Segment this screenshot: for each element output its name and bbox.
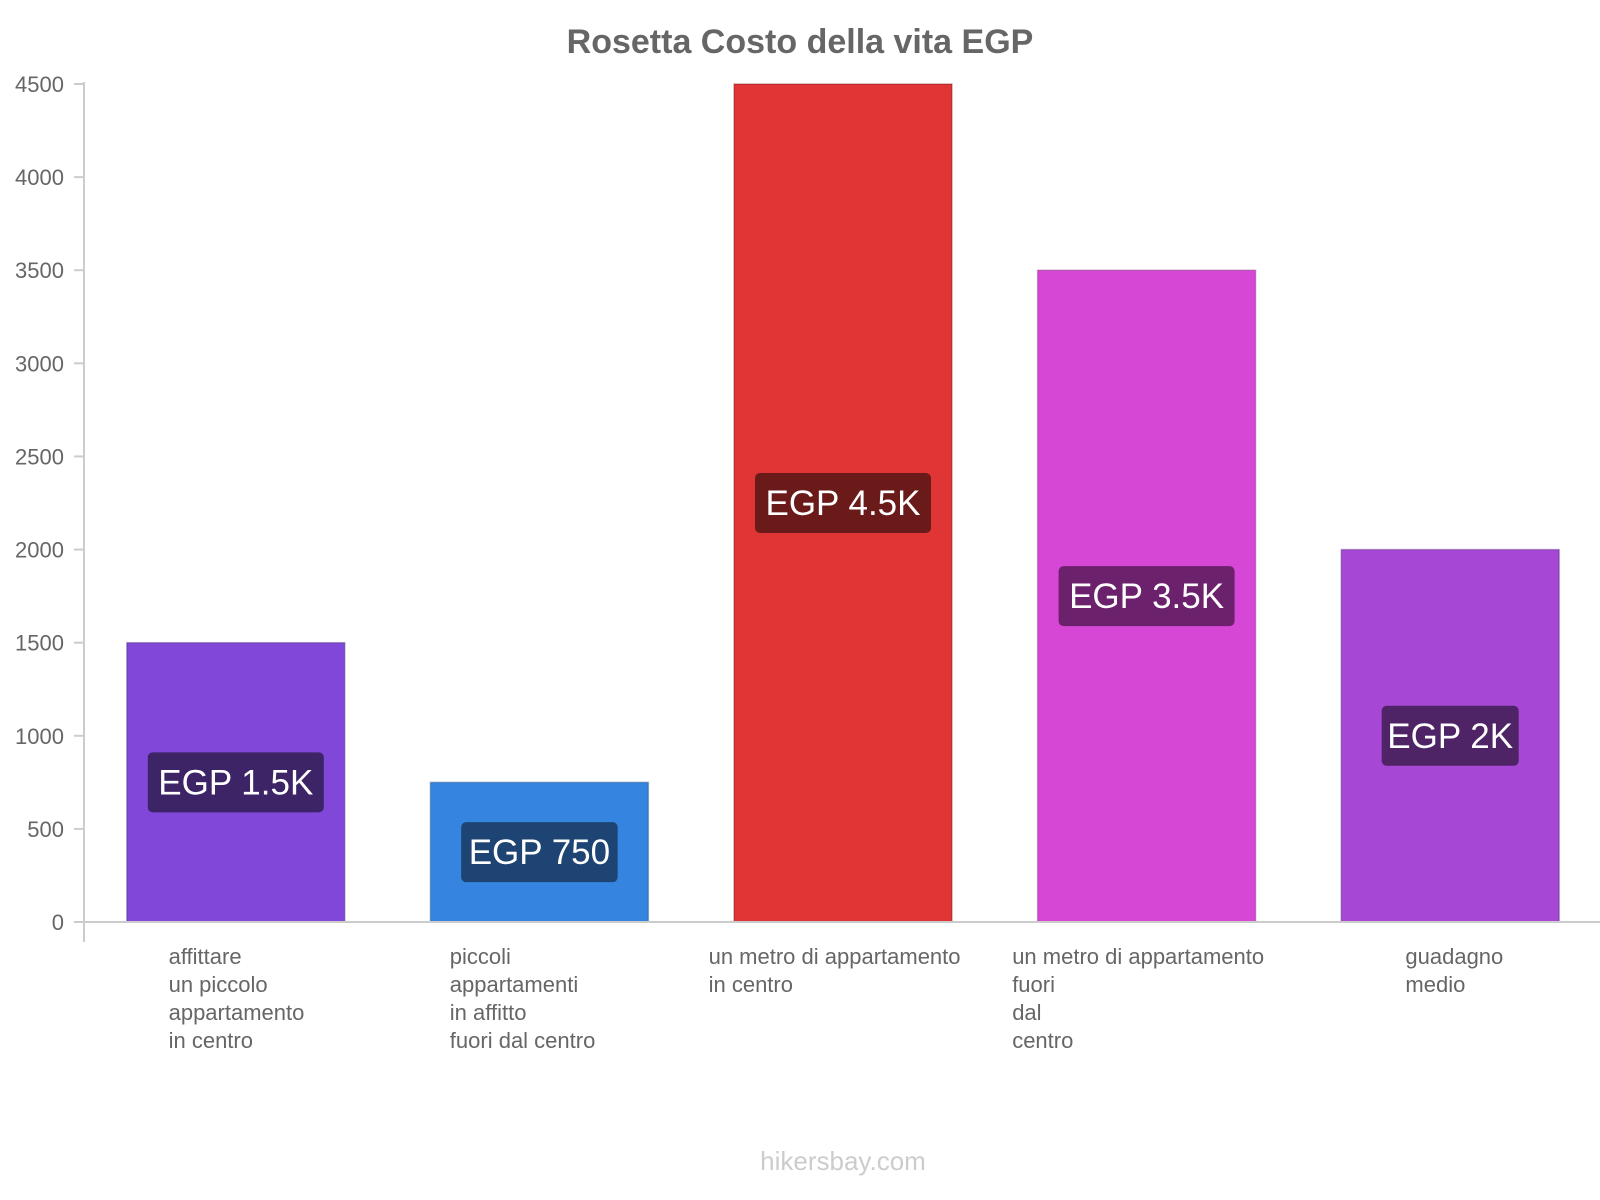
value-label-box: [755, 473, 931, 533]
value-label: EGP 1.5K: [158, 763, 313, 802]
value-labels: EGP 1.5K EGP 750 EGP 4.5K EGP 3.5K EGP 2K: [147, 473, 1519, 883]
category-label-line: in affitto: [450, 1000, 527, 1025]
y-tick-label: 500: [27, 817, 64, 842]
category-label: guadagno medio: [1405, 944, 1503, 997]
category-label-line: piccoli: [450, 944, 511, 969]
category-label: piccoli appartamenti in affitto fuori dal c…: [450, 944, 596, 1053]
chart-title: Rosetta Costo della vita EGP: [567, 23, 1034, 61]
category-label-line: medio: [1405, 972, 1465, 997]
y-tick-label: 3500: [15, 258, 64, 283]
category-label: un metro di appartamento in centro: [709, 944, 961, 997]
category-label-line: in centro: [709, 972, 793, 997]
value-label: EGP 4.5K: [765, 484, 920, 523]
y-tick-label: 2500: [15, 444, 64, 469]
category-label-line: appartamenti: [450, 972, 578, 997]
category-label-line: un piccolo: [169, 972, 268, 997]
category-label: un metro di appartamento fuori dal centro: [1012, 944, 1264, 1053]
category-label-line: un metro di appartamento: [709, 944, 961, 969]
value-label-box: [147, 752, 324, 813]
category-label-line: affittare: [169, 944, 242, 969]
value-label-box: [1381, 705, 1519, 766]
value-label-box: [461, 822, 618, 883]
category-label-line: centro: [1012, 1028, 1073, 1053]
y-tick-label: 2000: [15, 538, 64, 563]
category-label-line: dal: [1012, 1000, 1041, 1025]
y-tick-label: 3000: [15, 351, 64, 376]
category-labels: affittare un piccolo appartamento in centro…: [169, 944, 1504, 1053]
category-label-line: un metro di appartamento: [1012, 944, 1264, 969]
category-label: affittare un piccolo appartamento in centro: [169, 944, 305, 1053]
category-label-line: in centro: [169, 1028, 253, 1053]
y-tick-label: 1500: [15, 631, 64, 656]
y-tick-label: 4500: [15, 72, 64, 97]
value-label-box: [1058, 566, 1235, 627]
y-tick-label: 4000: [15, 165, 64, 190]
category-label-line: fuori dal centro: [450, 1028, 596, 1053]
category-label-line: appartamento: [169, 1000, 305, 1025]
y-tick-label: 1000: [15, 724, 64, 749]
category-label-line: guadagno: [1405, 944, 1503, 969]
y-tick-label: 0: [52, 910, 64, 935]
value-label: EGP 750: [469, 833, 610, 872]
y-axis-ticks: 0 500 1000 1500 2000 2500 3000 3500 4000 4500: [15, 72, 84, 935]
value-label: EGP 2K: [1387, 717, 1513, 756]
category-label-line: fuori: [1012, 972, 1055, 997]
source-credit: hikersbay.com: [760, 1146, 926, 1176]
value-label: EGP 3.5K: [1069, 577, 1224, 616]
